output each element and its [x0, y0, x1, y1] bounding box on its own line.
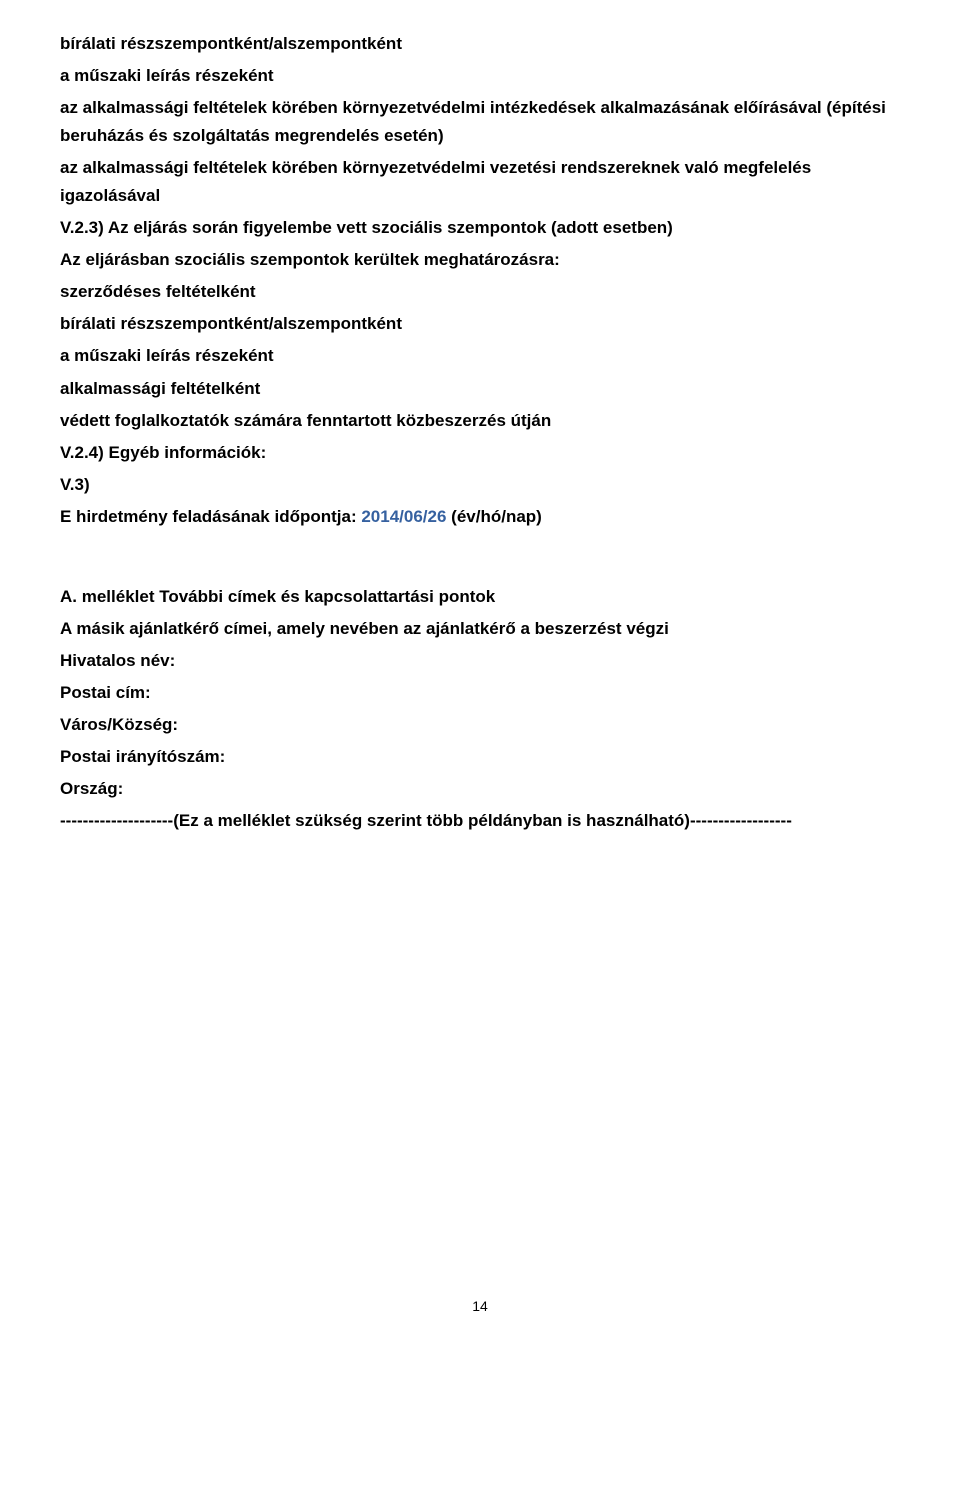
section-heading: V.2.4) Egyéb információk:	[60, 439, 900, 467]
field-label: Postai cím:	[60, 679, 900, 707]
spacer	[60, 535, 900, 583]
section-heading: V.3)	[60, 471, 900, 499]
paragraph-line: az alkalmassági feltételek körében körny…	[60, 94, 900, 150]
field-label: Hivatalos név:	[60, 647, 900, 675]
publication-date: 2014/06/26	[361, 507, 446, 526]
text-suffix: (év/hó/nap)	[446, 507, 541, 526]
paragraph-line: szerződéses feltételként	[60, 278, 900, 306]
appendix-subtitle: A másik ajánlatkérő címei, amely nevében…	[60, 615, 900, 643]
appendix-title: A. melléklet További címek és kapcsolatt…	[60, 583, 900, 611]
paragraph-line: az alkalmassági feltételek körében körny…	[60, 154, 900, 210]
field-label: Postai irányítószám:	[60, 743, 900, 771]
text-prefix: E hirdetmény feladásának időpontja:	[60, 507, 361, 526]
section-heading: V.2.3) Az eljárás során figyelembe vett …	[60, 214, 900, 242]
paragraph-line: a műszaki leírás részeként	[60, 342, 900, 370]
page-number: 14	[60, 1295, 900, 1318]
paragraph-line: E hirdetmény feladásának időpontja: 2014…	[60, 503, 900, 531]
field-label: Ország:	[60, 775, 900, 803]
appendix-note: --------------------(Ez a melléklet szük…	[60, 807, 900, 835]
paragraph-line: alkalmassági feltételként	[60, 375, 900, 403]
paragraph-line: bírálati részszempontként/alszempontként	[60, 310, 900, 338]
paragraph-line: Az eljárásban szociális szempontok kerül…	[60, 246, 900, 274]
paragraph-line: védett foglalkoztatók számára fenntartot…	[60, 407, 900, 435]
paragraph-line: a műszaki leírás részeként	[60, 62, 900, 90]
field-label: Város/Község:	[60, 711, 900, 739]
paragraph-line: bírálati részszempontként/alszempontként	[60, 30, 900, 58]
document-page: bírálati részszempontként/alszempontként…	[0, 0, 960, 1358]
